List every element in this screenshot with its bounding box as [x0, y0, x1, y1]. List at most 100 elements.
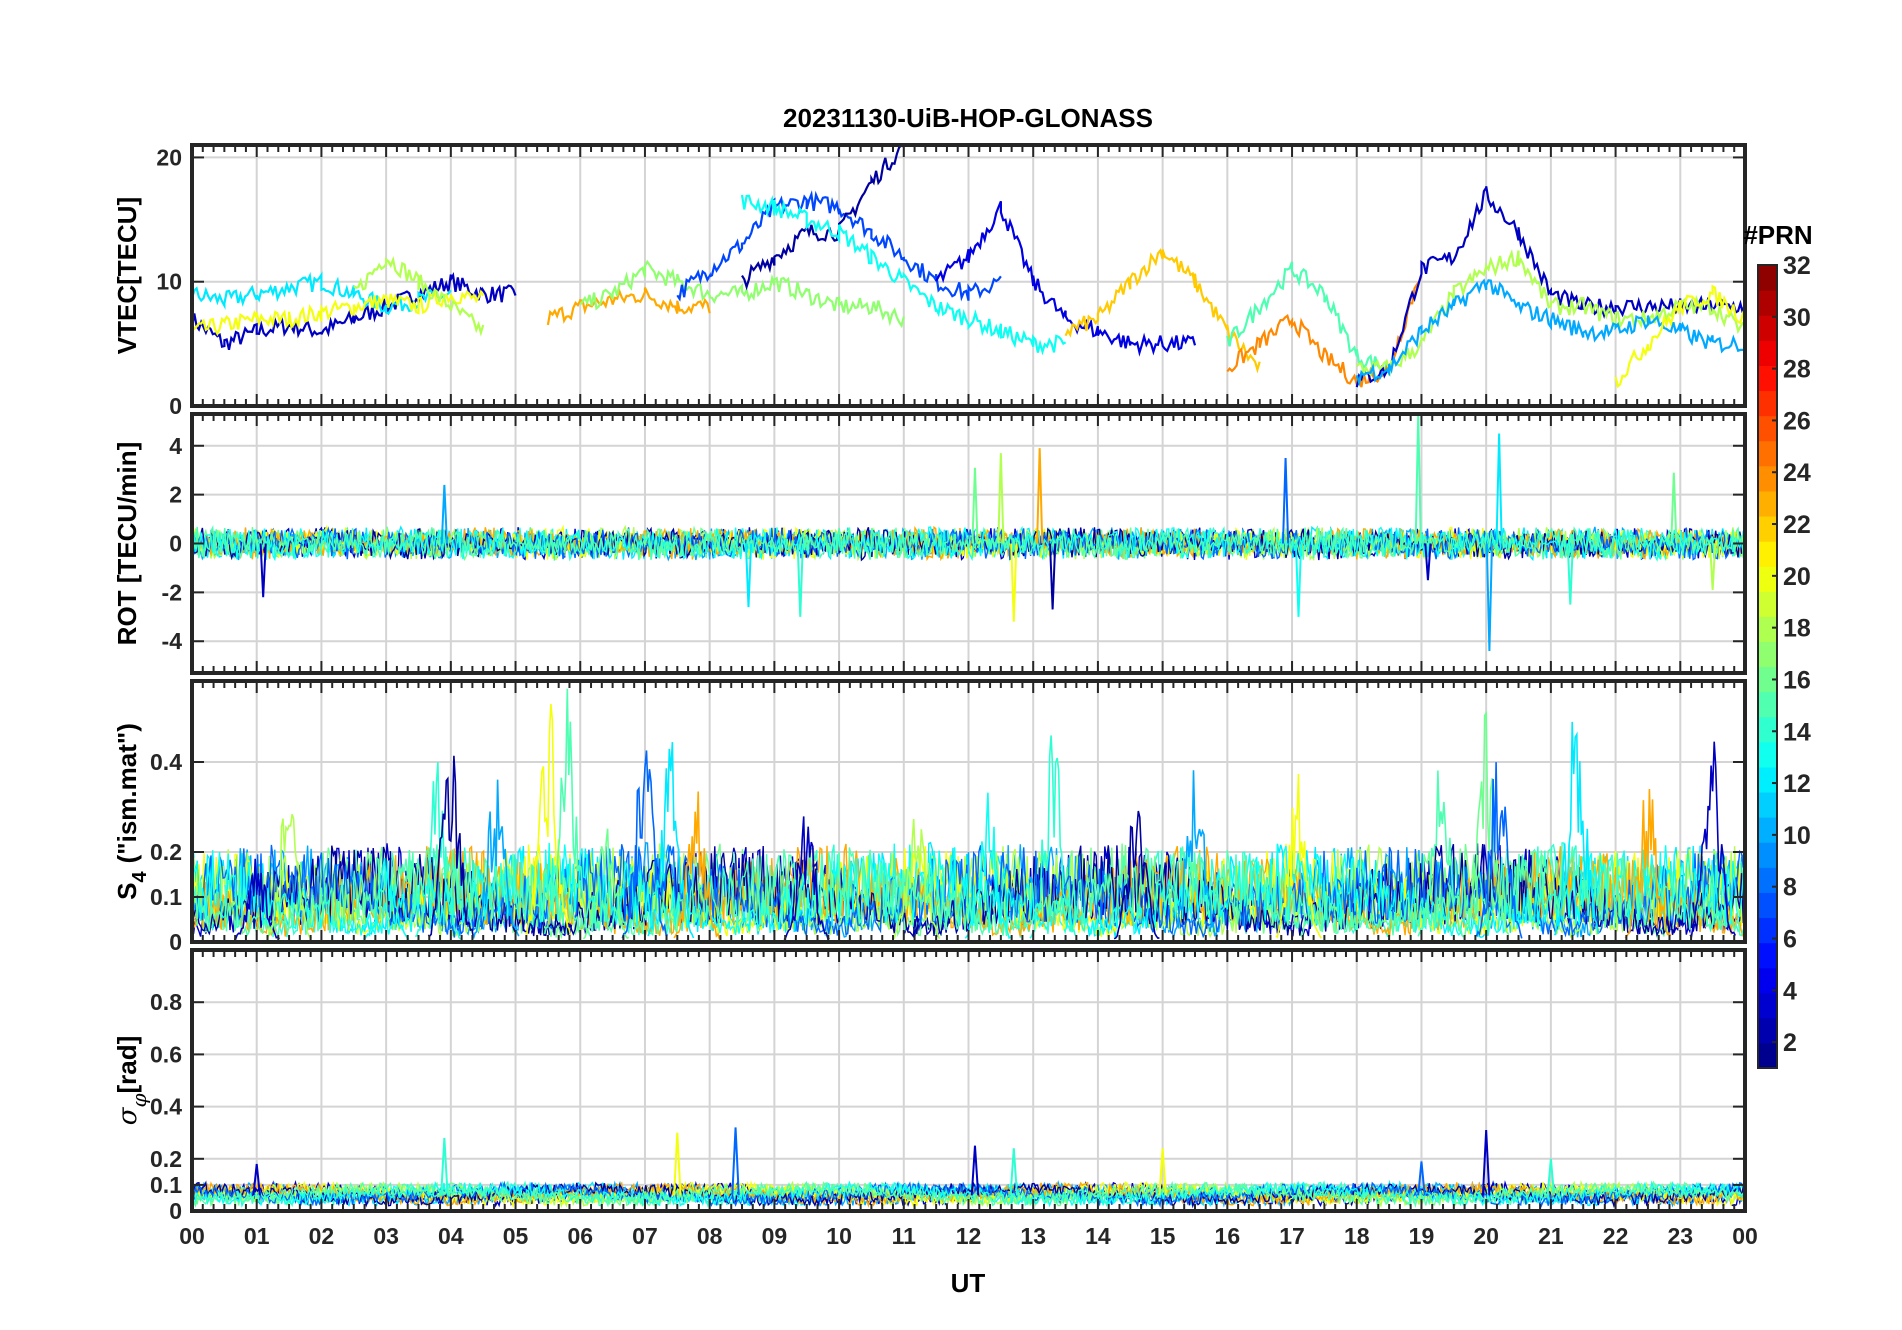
colorbar-segment — [1758, 566, 1777, 592]
x-tick-label: 08 — [697, 1223, 723, 1249]
colorbar-tick-label: 4 — [1783, 977, 1797, 1005]
y-tick-label: 0 — [169, 393, 182, 419]
y-axis-label: VTEC[TECU] — [112, 197, 142, 354]
series-line-prn-12 — [192, 271, 452, 315]
minor-ticks — [191, 145, 1746, 407]
colorbar-segment — [1758, 490, 1777, 517]
series-line-prn-3 — [192, 271, 517, 351]
colorbar-tick-label: 26 — [1783, 407, 1811, 435]
peak — [1029, 735, 1077, 939]
y-axis-label: σφ[rad] — [112, 1036, 151, 1126]
x-tick-label: 06 — [567, 1223, 593, 1249]
colorbar-segment — [1758, 290, 1777, 316]
colorbar-segment — [1758, 390, 1777, 417]
colorbar-frame — [1757, 264, 1778, 1069]
colorbar-segment — [1758, 817, 1777, 843]
x-tick-label: 07 — [632, 1223, 658, 1249]
x-tick-label: 11 — [892, 1223, 917, 1249]
series-line-prn-23 — [546, 287, 711, 326]
peak — [647, 742, 695, 939]
peak — [783, 816, 830, 941]
peak — [363, 857, 410, 941]
x-tick-label: 13 — [1020, 1223, 1046, 1249]
colorbar-tick-label: 28 — [1783, 356, 1811, 384]
spike — [1495, 433, 1503, 544]
peak — [1475, 762, 1523, 939]
colorbar-segment — [1758, 892, 1777, 919]
peak — [582, 828, 630, 940]
x-tick-label: 23 — [1667, 1223, 1693, 1249]
colorbar-tick-label: 10 — [1783, 822, 1811, 850]
y-tick-label: 0 — [169, 531, 182, 557]
spike — [971, 467, 979, 544]
colorbar-segment — [1758, 992, 1777, 1019]
series-line-prn-15 — [1226, 261, 1391, 374]
peak — [427, 755, 475, 939]
x-tick-label: 21 — [1538, 1223, 1564, 1249]
peak — [1171, 770, 1219, 939]
y-tick-label: 0.4 — [150, 1094, 182, 1120]
y-axis-label: S4("ism.mat") — [112, 723, 151, 900]
minor-ticks — [191, 681, 1746, 943]
colorbar-tick-label: 30 — [1783, 304, 1811, 332]
colorbar-segment — [1758, 766, 1777, 793]
x-tick-label: 05 — [503, 1223, 529, 1249]
series-line-prn-20 — [1614, 284, 1745, 389]
spike — [1294, 543, 1303, 617]
colorbar-segment — [1758, 340, 1777, 366]
colorbar-tick-label: 18 — [1783, 615, 1811, 643]
x-tick-label: 15 — [1150, 1223, 1176, 1249]
y-tick-label: 20 — [156, 144, 182, 170]
x-tick-label: 00 — [1732, 1223, 1758, 1249]
colorbar-segment — [1758, 465, 1777, 492]
x-tick-label: 17 — [1279, 1223, 1305, 1249]
colorbar-segment — [1758, 591, 1777, 617]
series-line-prn-3 — [1355, 186, 1745, 388]
spike — [252, 1163, 261, 1196]
x-tick-label: 22 — [1603, 1223, 1629, 1249]
colorbar-segment — [1758, 365, 1777, 392]
spike — [1010, 543, 1018, 622]
spike — [1414, 414, 1422, 544]
x-tick-label: 04 — [438, 1223, 464, 1249]
spike — [1709, 543, 1717, 590]
series-group — [192, 145, 1745, 389]
colorbar-tick-label: 22 — [1783, 511, 1811, 539]
colorbar-segment — [1758, 917, 1777, 944]
series-line-prn-18 — [353, 255, 485, 337]
x-tick-label: 12 — [956, 1223, 982, 1249]
x-tick-label: 01 — [244, 1223, 270, 1249]
panel-4: 00.10.2 0.4 0.6 0.8 σφ[rad] — [112, 948, 1747, 1224]
colorbar-tick-label: 20 — [1783, 563, 1811, 591]
x-tick-label: 18 — [1344, 1223, 1370, 1249]
series-line-prn-7 — [676, 190, 1002, 302]
colorbar-segment — [1758, 942, 1777, 969]
y-tick-label: 0.8 — [150, 989, 182, 1015]
peak — [1689, 741, 1737, 938]
peak — [893, 818, 941, 940]
colorbar-segment — [1758, 265, 1777, 291]
peak — [472, 779, 520, 939]
x-tick-label: 20 — [1473, 1223, 1499, 1249]
y-tick-label: 0 — [169, 1198, 182, 1224]
colorbar-tick-label: 12 — [1783, 770, 1811, 798]
peak — [1275, 773, 1322, 939]
spike — [731, 1127, 740, 1196]
minor-ticks — [191, 950, 1746, 1212]
peak — [414, 762, 462, 940]
peak — [1417, 770, 1465, 938]
spike — [1546, 1158, 1556, 1196]
y-axis-label: ROT [TECU/min] — [112, 442, 142, 646]
y-tick-label: 0.6 — [150, 1041, 182, 1067]
colorbar-segment — [1758, 315, 1777, 341]
x-tick-label: 19 — [1409, 1223, 1435, 1249]
spike — [1009, 1148, 1019, 1196]
colorbar-segment — [1758, 842, 1777, 868]
peak — [621, 750, 668, 939]
spike — [1281, 457, 1290, 544]
series-line-prn-22 — [1064, 248, 1261, 374]
y-tick-label: -4 — [162, 628, 183, 654]
x-tick-label: 02 — [309, 1223, 335, 1249]
